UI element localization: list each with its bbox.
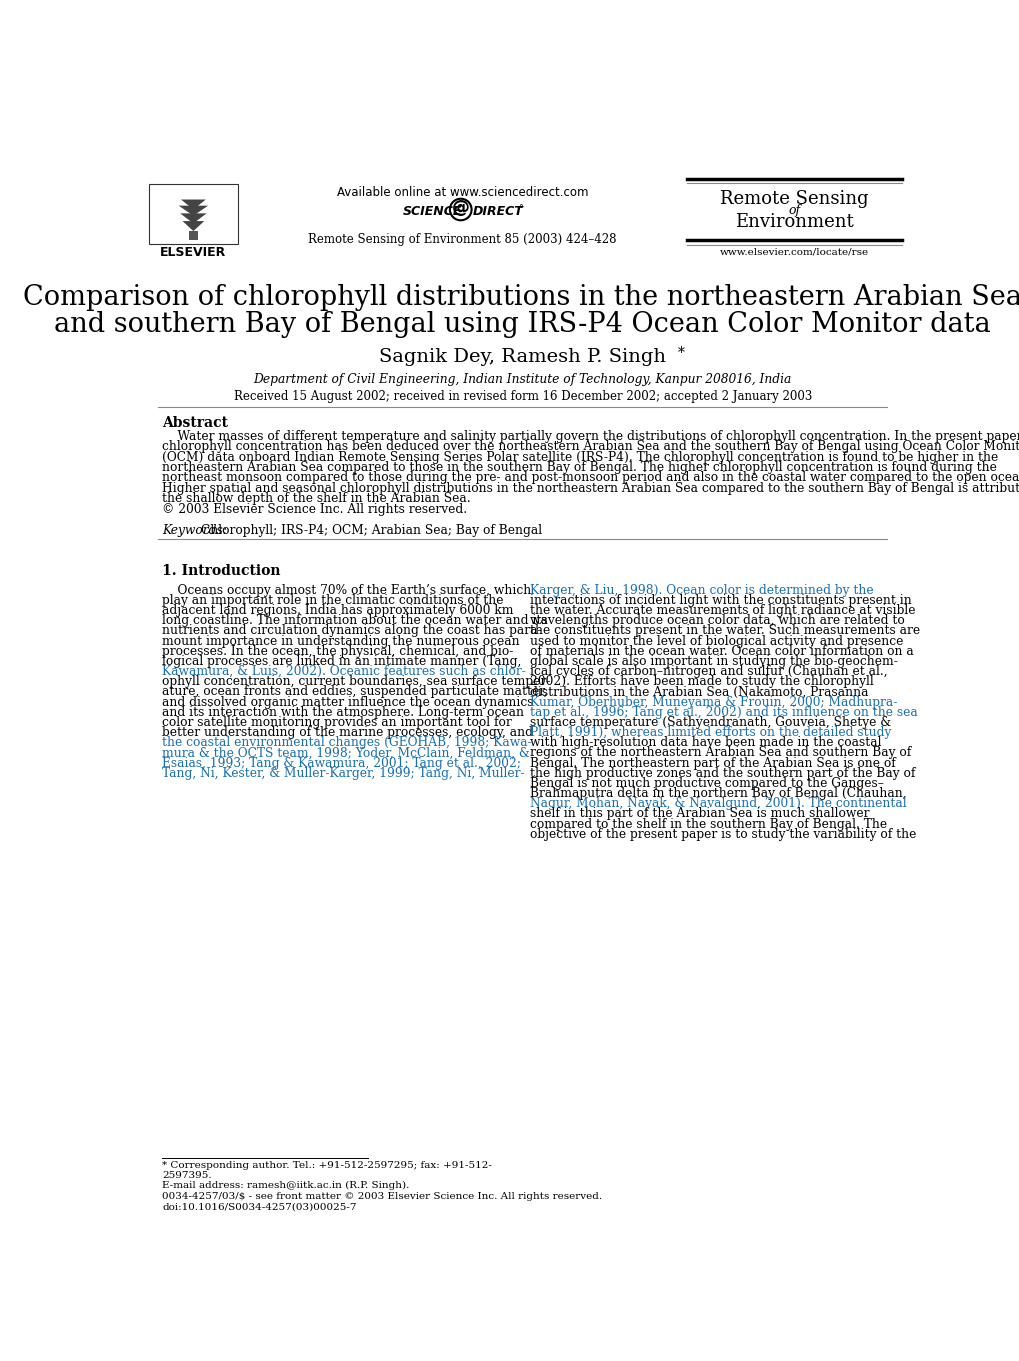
- Text: E-mail address: ramesh@iitk.ac.in (R.P. Singh).: E-mail address: ramesh@iitk.ac.in (R.P. …: [162, 1180, 410, 1190]
- Text: wavelengths produce ocean color data, which are related to: wavelengths produce ocean color data, wh…: [530, 614, 905, 627]
- Text: objective of the present paper is to study the variability of the: objective of the present paper is to stu…: [530, 827, 916, 841]
- Text: Environment: Environment: [735, 212, 853, 230]
- Text: processes. In the ocean, the physical, chemical, and bio-: processes. In the ocean, the physical, c…: [162, 645, 514, 657]
- Text: Bengal is not much productive compared to the Ganges–: Bengal is not much productive compared t…: [530, 777, 883, 789]
- Text: ical cycles of carbon–nitrogen and sulfur (Chauhan et al.,: ical cycles of carbon–nitrogen and sulfu…: [530, 666, 888, 678]
- Text: Keywords:: Keywords:: [162, 524, 231, 536]
- Text: 0034-4257/03/$ - see front matter © 2003 Elsevier Science Inc. All rights reserv: 0034-4257/03/$ - see front matter © 2003…: [162, 1192, 602, 1200]
- Text: of: of: [788, 204, 800, 218]
- Text: and southern Bay of Bengal using IRS-P4 Ocean Color Monitor data: and southern Bay of Bengal using IRS-P4 …: [54, 312, 990, 338]
- Polygon shape: [178, 206, 208, 215]
- Text: * Corresponding author. Tel.: +91-512-2597295; fax: +91-512-: * Corresponding author. Tel.: +91-512-25…: [162, 1161, 492, 1170]
- Text: with high-resolution data have been made in the coastal: with high-resolution data have been made…: [530, 736, 881, 749]
- Text: tap et al., 1996; Tang et al., 2002) and its influence on the sea: tap et al., 1996; Tang et al., 2002) and…: [530, 706, 917, 719]
- Text: Oceans occupy almost 70% of the Earth’s surface, which: Oceans occupy almost 70% of the Earth’s …: [162, 584, 531, 596]
- Text: the shallow depth of the shelf in the Arabian Sea.: the shallow depth of the shelf in the Ar…: [162, 493, 471, 505]
- Text: the coastal environmental changes (GEOHAB, 1998; Kawa-: the coastal environmental changes (GEOHA…: [162, 736, 532, 749]
- Text: Remote Sensing: Remote Sensing: [719, 189, 868, 207]
- Text: 2002). Efforts have been made to study the chlorophyll: 2002). Efforts have been made to study t…: [530, 675, 873, 689]
- Text: of materials in the ocean water. Ocean color information on a: of materials in the ocean water. Ocean c…: [530, 645, 913, 657]
- Text: and dissolved organic matter influence the ocean dynamics: and dissolved organic matter influence t…: [162, 695, 533, 709]
- Text: Kawamura, & Luis, 2002). Oceanic features such as chlor-: Kawamura, & Luis, 2002). Oceanic feature…: [162, 666, 526, 678]
- Text: chlorophyll concentration has been deduced over the northeastern Arabian Sea and: chlorophyll concentration has been deduc…: [162, 440, 1019, 453]
- Polygon shape: [182, 220, 204, 231]
- Text: and its interaction with the atmosphere. Long-term ocean: and its interaction with the atmosphere.…: [162, 706, 524, 719]
- Text: Nagur, Mohan, Nayak, & Navalgund, 2001). The continental: Nagur, Mohan, Nayak, & Navalgund, 2001).…: [530, 798, 906, 810]
- Text: Higher spatial and seasonal chlorophyll distributions in the northeastern Arabia: Higher spatial and seasonal chlorophyll …: [162, 482, 1019, 494]
- Text: Available online at www.sciencedirect.com: Available online at www.sciencedirect.co…: [336, 186, 588, 200]
- Text: northeastern Arabian Sea compared to those in the southern Bay of Bengal. The hi: northeastern Arabian Sea compared to tho…: [162, 461, 997, 474]
- Text: Department of Civil Engineering, Indian Institute of Technology, Kanpur 208016, : Department of Civil Engineering, Indian …: [254, 373, 791, 385]
- Text: shelf in this part of the Arabian Sea is much shallower: shelf in this part of the Arabian Sea is…: [530, 807, 869, 821]
- Text: long coastline. The information about the ocean water and its: long coastline. The information about th…: [162, 614, 547, 627]
- Text: (OCM) data onboard Indian Remote Sensing Series Polar satellite (IRS-P4). The ch: (OCM) data onboard Indian Remote Sensing…: [162, 450, 998, 464]
- Bar: [149, 184, 238, 244]
- Text: adjacent land regions. India has approximately 6000 km: adjacent land regions. India has approxi…: [162, 604, 514, 617]
- Text: SCIENCE: SCIENCE: [403, 204, 462, 218]
- Text: ELSEVIER: ELSEVIER: [160, 246, 226, 260]
- Text: Remote Sensing of Environment 85 (2003) 424–428: Remote Sensing of Environment 85 (2003) …: [308, 233, 615, 245]
- Text: surface temperature (Sathyendranath, Gouveia, Shetye &: surface temperature (Sathyendranath, Gou…: [530, 716, 891, 729]
- Text: °: °: [518, 204, 523, 215]
- Text: color satellite monitoring provides an important tool for: color satellite monitoring provides an i…: [162, 716, 512, 729]
- Text: better understanding of the marine processes, ecology, and: better understanding of the marine proce…: [162, 725, 533, 739]
- Text: © 2003 Elsevier Science Inc. All rights reserved.: © 2003 Elsevier Science Inc. All rights …: [162, 502, 467, 516]
- Text: www.elsevier.com/locate/rse: www.elsevier.com/locate/rse: [719, 248, 868, 256]
- Text: doi:10.1016/S0034-4257(03)00025-7: doi:10.1016/S0034-4257(03)00025-7: [162, 1202, 357, 1211]
- Text: ophyll concentration, current boundaries, sea surface temper-: ophyll concentration, current boundaries…: [162, 675, 550, 689]
- Text: logical processes are linked in an intimate manner (Tang,: logical processes are linked in an intim…: [162, 655, 522, 668]
- Text: Platt, 1991), whereas limited efforts on the detailed study: Platt, 1991), whereas limited efforts on…: [530, 725, 891, 739]
- Text: compared to the shelf in the southern Bay of Bengal. The: compared to the shelf in the southern Ba…: [530, 818, 887, 830]
- Text: DIRECT: DIRECT: [473, 204, 524, 218]
- Text: the constituents present in the water. Such measurements are: the constituents present in the water. S…: [530, 625, 920, 637]
- Text: play an important role in the climatic conditions of the: play an important role in the climatic c…: [162, 593, 503, 607]
- Text: global scale is also important in studying the bio-geochem-: global scale is also important in studyi…: [530, 655, 898, 668]
- Polygon shape: [180, 200, 206, 210]
- Text: mura & the OCTS team, 1998; Yoder, McClain, Feldman, &: mura & the OCTS team, 1998; Yoder, McCla…: [162, 746, 530, 759]
- Text: distributions in the Arabian Sea (Nakamoto, Prasanna: distributions in the Arabian Sea (Nakamo…: [530, 686, 868, 698]
- Text: Esaias, 1993; Tang & Kawamura, 2001; Tang et al., 2002;: Esaias, 1993; Tang & Kawamura, 2001; Tan…: [162, 757, 521, 769]
- Text: Abstract: Abstract: [162, 416, 228, 430]
- Text: Comparison of chlorophyll distributions in the northeastern Arabian Sea: Comparison of chlorophyll distributions …: [23, 284, 1019, 312]
- Polygon shape: [189, 231, 198, 241]
- Text: Sagnik Dey, Ramesh P. Singh: Sagnik Dey, Ramesh P. Singh: [379, 348, 665, 366]
- Text: mount importance in understanding the numerous ocean: mount importance in understanding the nu…: [162, 634, 520, 648]
- Text: nutrients and circulation dynamics along the coast has para-: nutrients and circulation dynamics along…: [162, 625, 541, 637]
- Text: Brahmaputra delta in the northern Bay of Bengal (Chauhan,: Brahmaputra delta in the northern Bay of…: [530, 787, 906, 800]
- Text: Kumar, Oberhuber, Muneyama & Frouin, 2000; Madhupra-: Kumar, Oberhuber, Muneyama & Frouin, 200…: [530, 695, 897, 709]
- Text: Received 15 August 2002; received in revised form 16 December 2002; accepted 2 J: Received 15 August 2002; received in rev…: [233, 389, 811, 403]
- Text: Karger, & Liu, 1998). Ocean color is determined by the: Karger, & Liu, 1998). Ocean color is det…: [530, 584, 873, 596]
- Text: 1. Introduction: 1. Introduction: [162, 563, 280, 577]
- Text: ature, ocean fronts and eddies, suspended particulate matter,: ature, ocean fronts and eddies, suspende…: [162, 686, 547, 698]
- Text: Chlorophyll; IRS-P4; OCM; Arabian Sea; Bay of Bengal: Chlorophyll; IRS-P4; OCM; Arabian Sea; B…: [201, 524, 542, 536]
- Polygon shape: [180, 214, 206, 223]
- Text: 2597395.: 2597395.: [162, 1172, 212, 1180]
- Text: *: *: [677, 346, 684, 359]
- Text: the water. Accurate measurements of light radiance at visible: the water. Accurate measurements of ligh…: [530, 604, 915, 617]
- Text: Bengal. The northeastern part of the Arabian Sea is one of: Bengal. The northeastern part of the Ara…: [530, 757, 896, 769]
- Text: regions of the northeastern Arabian Sea and southern Bay of: regions of the northeastern Arabian Sea …: [530, 746, 911, 759]
- Text: the high productive zones and the southern part of the Bay of: the high productive zones and the southe…: [530, 766, 915, 780]
- Text: used to monitor the level of biological activity and presence: used to monitor the level of biological …: [530, 634, 903, 648]
- Text: Tang, Ni, Kester, & Muller-Karger, 1999; Tang, Ni, Muller-: Tang, Ni, Kester, & Muller-Karger, 1999;…: [162, 766, 525, 780]
- Text: Water masses of different temperature and salinity partially govern the distribu: Water masses of different temperature an…: [162, 430, 1019, 442]
- Text: interactions of incident light with the constituents present in: interactions of incident light with the …: [530, 593, 911, 607]
- Text: @: @: [451, 199, 469, 216]
- Text: northeast monsoon compared to those during the pre- and post-monsoon period and : northeast monsoon compared to those duri…: [162, 471, 1019, 485]
